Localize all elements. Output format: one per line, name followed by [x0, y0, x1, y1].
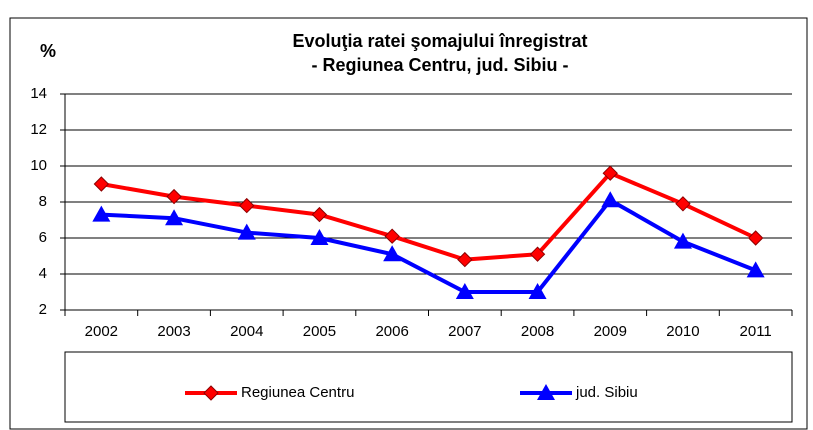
chart-subtitle: - Regiunea Centru, jud. Sibiu -	[311, 55, 568, 75]
point-marker	[92, 205, 111, 222]
point-marker	[601, 191, 620, 208]
x-tick-label: 2007	[448, 323, 481, 340]
chart-title: Evoluţia ratei şomajului înregistrat	[292, 31, 587, 51]
x-tick-label: 2010	[666, 323, 699, 340]
legend-label: jud. Sibiu	[575, 384, 638, 401]
x-tick-label: 2009	[594, 323, 627, 340]
point-marker	[310, 229, 329, 245]
y-tick-label: 14	[30, 85, 47, 102]
x-tick-label: 2008	[521, 323, 554, 340]
legend-marker	[203, 385, 219, 401]
y-tick-label: 12	[30, 121, 47, 138]
series-line	[101, 171, 757, 262]
x-tick-label: 2005	[303, 323, 336, 340]
y-tick-label: 10	[30, 157, 47, 174]
point-marker	[529, 246, 546, 262]
point-marker	[528, 283, 547, 299]
point-marker	[747, 230, 764, 246]
y-axis-label: %	[40, 41, 56, 61]
point-marker	[239, 197, 255, 214]
point-marker	[746, 261, 765, 278]
y-tick-label: 8	[39, 193, 47, 210]
point-marker	[457, 251, 473, 268]
point-marker	[165, 209, 184, 226]
x-tick-label: 2011	[740, 323, 772, 340]
x-tick-label: 2003	[157, 323, 190, 340]
point-marker	[602, 165, 618, 181]
x-tick-label: 2002	[85, 323, 118, 340]
point-marker	[93, 176, 110, 192]
y-tick-label: 4	[39, 265, 47, 282]
series-line	[101, 198, 757, 294]
legend-label: Regiunea Centru	[241, 384, 354, 401]
x-tick-label: 2004	[230, 323, 263, 340]
point-marker	[237, 223, 256, 240]
point-marker	[384, 228, 400, 244]
x-tick-label: 2006	[375, 323, 408, 340]
point-marker	[311, 206, 328, 223]
point-marker	[383, 245, 402, 262]
point-marker	[455, 283, 474, 299]
legend-marker	[537, 384, 555, 400]
point-marker	[673, 232, 692, 249]
legend-box	[64, 351, 793, 423]
y-tick-label: 2	[39, 301, 47, 318]
point-marker	[675, 196, 691, 212]
point-marker	[166, 188, 182, 205]
y-tick-label: 6	[39, 229, 47, 246]
